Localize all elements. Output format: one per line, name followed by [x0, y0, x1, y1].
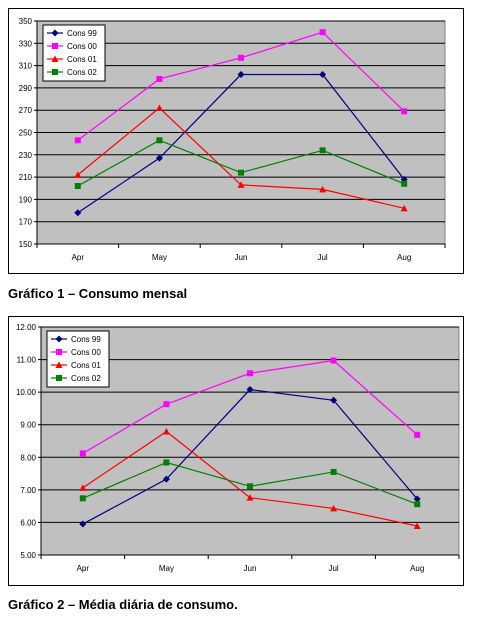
plot-area — [40, 326, 460, 556]
data-point — [74, 183, 81, 190]
data-point — [162, 428, 170, 435]
data-point — [414, 431, 421, 438]
data-point — [247, 370, 253, 377]
y-tick-label: 150 — [19, 240, 33, 249]
legend-marker — [52, 43, 58, 49]
legend-marker — [55, 361, 63, 368]
x-tick-label: Jul — [317, 253, 327, 262]
data-point — [238, 169, 244, 176]
y-tick-label: 170 — [19, 218, 33, 227]
y-tick-label: 310 — [19, 62, 33, 71]
data-point — [330, 357, 337, 364]
data-point — [155, 104, 163, 111]
data-point — [401, 180, 408, 187]
data-point — [330, 504, 338, 512]
legend-marker — [56, 375, 62, 381]
legend-marker — [56, 349, 62, 355]
legend-marker — [51, 55, 59, 62]
y-tick-label: 250 — [19, 129, 33, 138]
data-point — [238, 54, 244, 61]
data-point — [413, 522, 421, 530]
legend-marker — [51, 29, 59, 37]
data-point — [330, 468, 337, 475]
chart-2-svg: 5.00 6.00 7.00 8.00 9.00 10.00 11.00 12.00 Apr Ma… — [16, 323, 460, 573]
data-point — [74, 209, 82, 217]
chart-2-caption: Gráfico 2 – Média diária de consumo. — [8, 597, 238, 612]
y-tick-label: 290 — [19, 84, 33, 93]
y-tick-label: 230 — [19, 151, 33, 160]
y-tick-label: 330 — [19, 39, 33, 48]
y-tick-label: 10.00 — [16, 388, 37, 397]
y-tick-label: 8.00 — [20, 453, 36, 462]
data-point — [237, 181, 245, 188]
x-tick-label: Apr — [77, 564, 90, 573]
y-tick-label: 350 — [19, 17, 33, 26]
legend-label: Cons 99 — [71, 335, 101, 344]
y-tick-label: 5.00 — [20, 551, 36, 560]
legend-label: Cons 02 — [67, 68, 97, 77]
data-point — [74, 137, 81, 144]
data-point — [400, 204, 408, 212]
data-point — [163, 401, 170, 408]
y-tick-label: 11.00 — [17, 356, 37, 365]
legend-marker — [52, 69, 58, 75]
chart-1-caption: Gráfico 1 – Consumo mensal — [8, 286, 188, 301]
data-point — [319, 29, 326, 36]
chart-consumo-mensal: 150 170 190 210 230 250 270 290 310 330 350 Apr May J… — [8, 8, 464, 274]
data-point — [79, 484, 87, 491]
y-tick-label: 7.00 — [20, 486, 36, 495]
data-point — [79, 450, 86, 457]
data-point — [319, 147, 326, 154]
data-point — [330, 396, 338, 404]
x-tick-label: May — [152, 253, 167, 262]
data-point — [155, 154, 163, 162]
data-point — [414, 501, 421, 508]
x-tick-label: May — [159, 564, 174, 573]
y-tick-label: 210 — [19, 173, 33, 182]
data-point — [163, 459, 170, 466]
x-tick-label: Apr — [72, 253, 85, 262]
data-point — [79, 495, 86, 502]
data-point — [319, 185, 327, 193]
data-point — [319, 71, 327, 79]
y-tick-label: 270 — [19, 106, 33, 115]
y-tick-label: 6.00 — [20, 518, 36, 527]
legend-label: Cons 99 — [67, 29, 97, 38]
data-point — [237, 71, 245, 79]
y-tick-label: 12.00 — [16, 323, 37, 332]
y-tick-label: 190 — [19, 195, 33, 204]
legend-label: Cons 00 — [71, 348, 101, 357]
data-point — [79, 520, 87, 528]
data-point — [74, 171, 82, 178]
x-tick-label: Jun — [235, 253, 248, 262]
data-point — [413, 495, 421, 503]
legend-label: Cons 01 — [71, 361, 101, 370]
chart-media-diaria: 5.00 6.00 7.00 8.00 9.00 10.00 11.00 12.00 Apr Ma… — [8, 316, 464, 586]
data-point — [246, 386, 254, 394]
x-tick-label: Jul — [328, 564, 338, 573]
legend-label: Cons 01 — [67, 55, 97, 64]
data-point — [246, 494, 254, 501]
data-point — [247, 483, 253, 490]
data-point — [401, 108, 408, 115]
x-tick-label: Jun — [244, 564, 257, 573]
legend-label: Cons 02 — [71, 374, 101, 383]
legend-label: Cons 00 — [67, 42, 97, 51]
data-point — [156, 137, 163, 144]
data-point — [156, 75, 163, 82]
x-tick-label: Aug — [397, 253, 411, 262]
y-tick-label: 9.00 — [20, 421, 36, 430]
data-point — [162, 475, 170, 483]
x-tick-label: Aug — [410, 564, 424, 573]
chart-1-svg: 150 170 190 210 230 250 270 290 310 330 350 Apr May J… — [19, 17, 446, 262]
legend-marker — [55, 335, 63, 343]
